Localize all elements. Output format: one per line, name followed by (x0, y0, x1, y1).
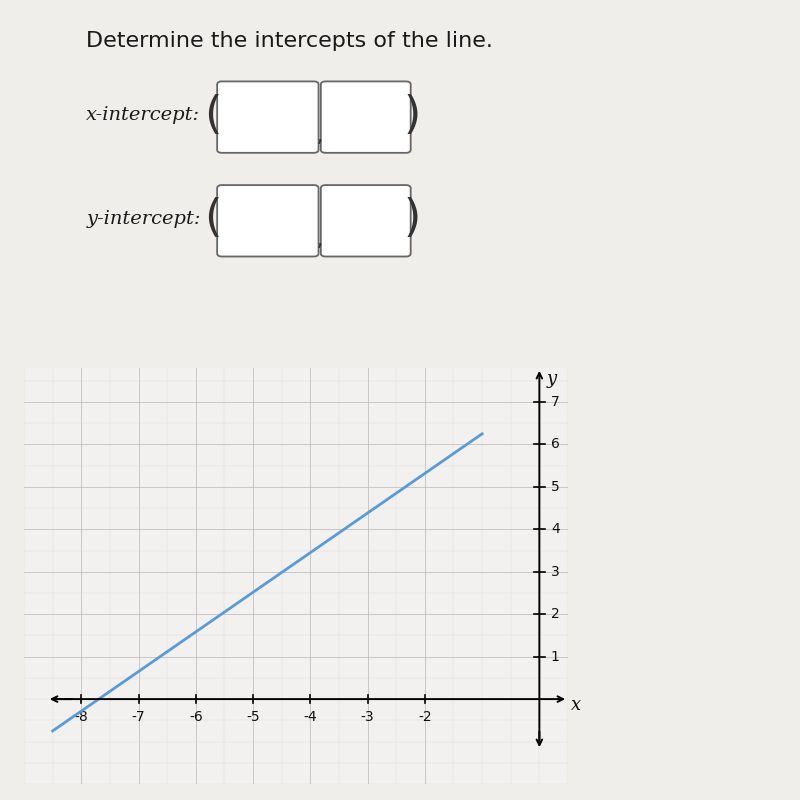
Text: -2: -2 (418, 710, 432, 724)
Text: ,: , (317, 230, 322, 250)
Text: 1: 1 (551, 650, 560, 664)
Text: 2: 2 (551, 607, 559, 622)
FancyBboxPatch shape (217, 82, 318, 153)
Text: y-intercept:: y-intercept: (86, 210, 201, 228)
Text: ): ) (403, 198, 421, 240)
Text: Determine the intercepts of the line.: Determine the intercepts of the line. (86, 30, 494, 50)
Text: -3: -3 (361, 710, 374, 724)
Text: 3: 3 (551, 565, 559, 578)
Text: -5: -5 (246, 710, 260, 724)
Text: 5: 5 (551, 480, 559, 494)
Text: ,: , (317, 127, 322, 146)
Text: (: ( (205, 198, 222, 240)
Text: -6: -6 (189, 710, 202, 724)
FancyBboxPatch shape (321, 82, 410, 153)
Text: y: y (546, 370, 556, 388)
Text: (: ( (205, 94, 222, 137)
Text: -7: -7 (132, 710, 146, 724)
Text: -4: -4 (303, 710, 317, 724)
Text: 7: 7 (551, 395, 559, 409)
Text: x: x (571, 697, 581, 714)
Text: 4: 4 (551, 522, 559, 536)
Text: ): ) (403, 94, 421, 137)
FancyBboxPatch shape (217, 185, 318, 257)
Text: -8: -8 (74, 710, 88, 724)
Text: 6: 6 (551, 438, 560, 451)
Text: x-intercept:: x-intercept: (86, 106, 201, 124)
FancyBboxPatch shape (321, 185, 410, 257)
